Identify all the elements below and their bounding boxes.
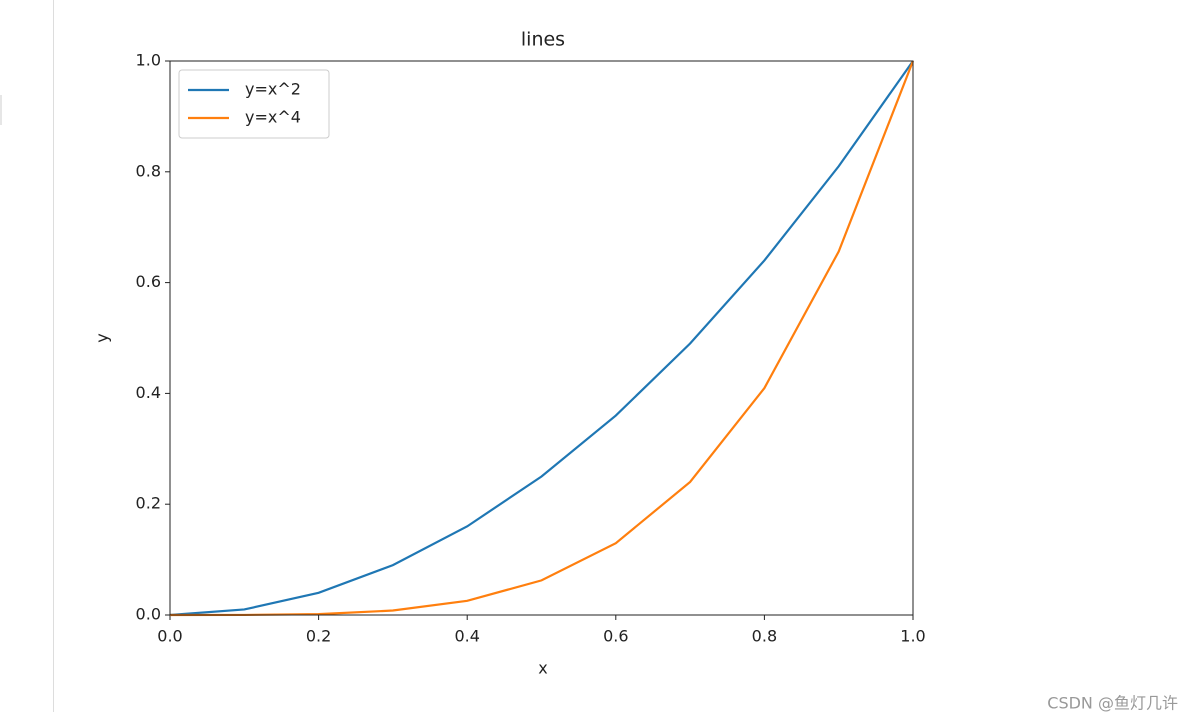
x-tick-label: 0.4 bbox=[454, 627, 479, 646]
x-tick-label: 0.6 bbox=[603, 627, 628, 646]
plot-frame bbox=[169, 60, 914, 616]
y-tick-label: 0.4 bbox=[136, 383, 161, 402]
chart-title: lines bbox=[521, 29, 565, 51]
x-tick-label: 0.2 bbox=[306, 627, 331, 646]
legend-label: y=x^2 bbox=[245, 80, 301, 99]
y-tick-label: 0.8 bbox=[136, 161, 161, 180]
series-line bbox=[169, 60, 914, 617]
legend-box bbox=[178, 69, 330, 139]
x-axis-label: x bbox=[538, 659, 547, 678]
legend-label: y=x^4 bbox=[245, 108, 301, 127]
y-tick-label: 0.6 bbox=[136, 272, 161, 291]
x-tick-label: 0.8 bbox=[752, 627, 777, 646]
y-axis-label: y bbox=[93, 333, 112, 342]
x-tick-label: 0.0 bbox=[157, 627, 182, 646]
x-tick-label: 1.0 bbox=[900, 627, 925, 646]
y-tick-label: 0.2 bbox=[136, 494, 161, 513]
y-tick-label: 1.0 bbox=[136, 51, 161, 70]
series-line bbox=[169, 60, 915, 617]
watermark: CSDN @鱼灯几许 bbox=[1047, 694, 1178, 713]
y-tick-label: 0.0 bbox=[136, 605, 161, 624]
